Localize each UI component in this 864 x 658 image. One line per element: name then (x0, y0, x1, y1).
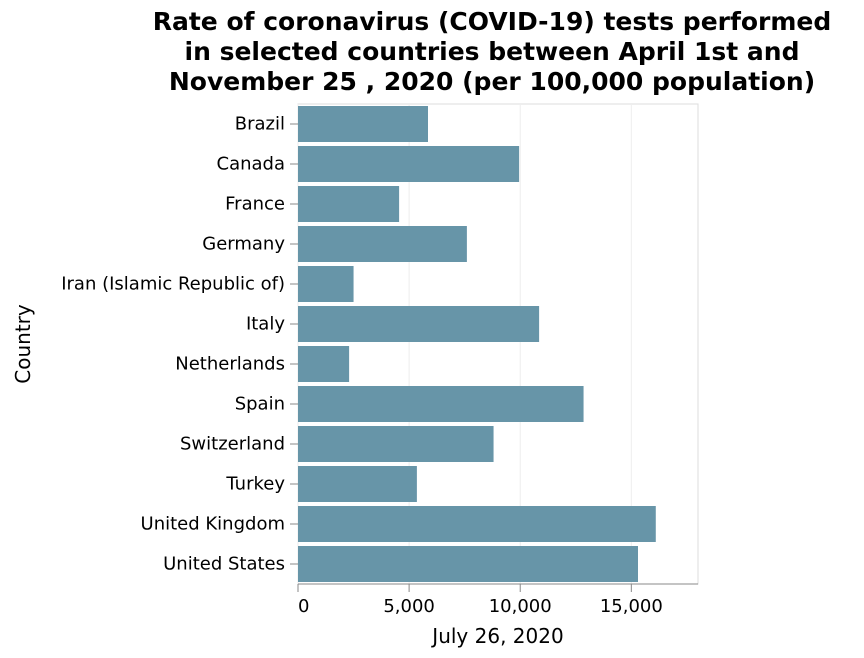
y-tick-label: Turkey (225, 474, 285, 495)
bar (298, 266, 354, 302)
y-axis: Brazil Canada France Germany Iran (Islamic R… (61, 114, 298, 575)
bar (298, 506, 656, 542)
y-tick-label: Iran (Islamic Republic of) (61, 274, 285, 295)
x-tick-label: 15,000 (600, 596, 663, 617)
y-tick-label: Canada (217, 154, 286, 175)
y-tick-label: United Kingdom (141, 514, 285, 535)
bar (298, 466, 417, 502)
x-tick-label: 0 (298, 596, 309, 617)
bar (298, 146, 520, 182)
y-tick-label: Spain (235, 394, 285, 415)
bar (298, 186, 400, 222)
y-tick-label: United States (163, 554, 285, 575)
x-tick-label: 5,000 (383, 596, 435, 617)
bars (298, 106, 656, 582)
y-tick-label: Netherlands (175, 354, 285, 375)
y-tick-label: Germany (202, 234, 285, 255)
bar (298, 386, 584, 422)
chart-title-line-2: in selected countries between April 1st … (185, 37, 800, 66)
chart-title: Rate of coronavirus (COVID-19) tests per… (153, 7, 832, 96)
bar (298, 106, 428, 142)
x-axis-title: July 26, 2020 (430, 624, 563, 648)
x-tick-label: 10,000 (489, 596, 552, 617)
chart-title-line-3: November 25 , 2020 (per 100,000 populati… (169, 67, 815, 96)
x-axis: 0 5,000 10,000 15,000 (297, 583, 698, 617)
chart-title-line-1: Rate of coronavirus (COVID-19) tests per… (153, 7, 832, 36)
y-tick-label: Switzerland (180, 434, 285, 455)
y-tick-label: Brazil (235, 114, 285, 135)
grid-lines (297, 104, 632, 584)
bar (298, 426, 494, 462)
y-axis-title: Country (11, 304, 35, 384)
bar (298, 346, 350, 382)
bar (298, 306, 540, 342)
y-tick-label: France (225, 194, 285, 215)
bar (298, 226, 467, 262)
bar (298, 546, 638, 582)
y-tick-label: Italy (246, 314, 285, 335)
